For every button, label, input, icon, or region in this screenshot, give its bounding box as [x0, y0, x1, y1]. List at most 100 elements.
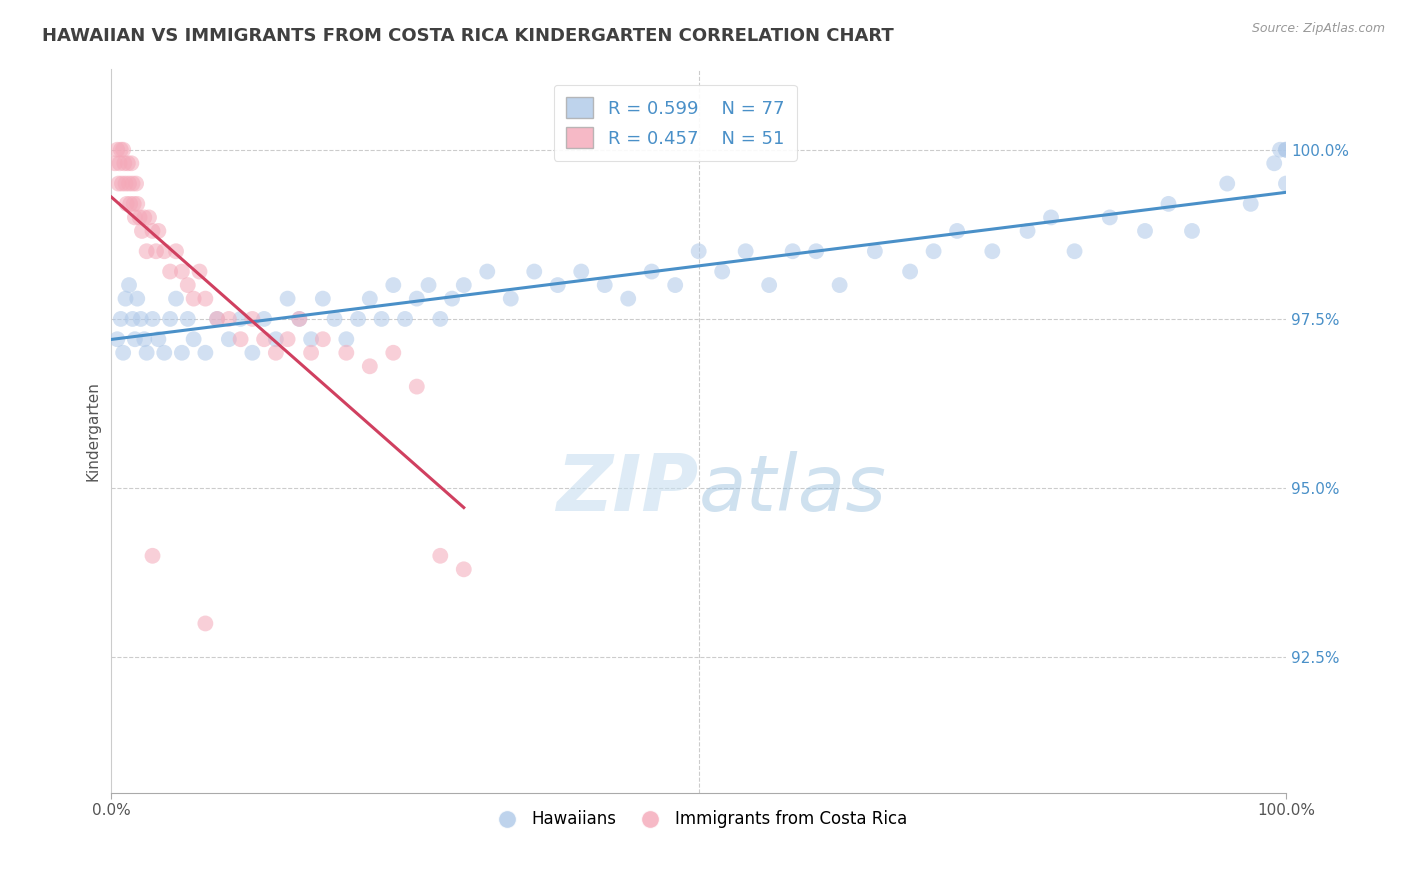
Point	[131, 224, 153, 238]
Point	[1133, 224, 1156, 238]
Point	[277, 292, 299, 306]
Point	[145, 244, 167, 259]
Point	[253, 332, 276, 346]
Point	[569, 264, 592, 278]
Point	[1017, 224, 1039, 238]
Point	[141, 224, 163, 238]
Point	[312, 332, 335, 346]
Text: Source: ZipAtlas.com: Source: ZipAtlas.com	[1251, 22, 1385, 36]
Point	[107, 177, 129, 191]
Point	[711, 264, 734, 278]
Point	[165, 244, 187, 259]
Point	[118, 278, 141, 293]
Point	[153, 345, 176, 359]
Point	[134, 211, 156, 225]
Point	[122, 197, 145, 211]
Point	[141, 549, 163, 563]
Point	[120, 197, 142, 211]
Point	[1063, 244, 1085, 259]
Point	[114, 292, 136, 306]
Point	[112, 143, 135, 157]
Point	[240, 345, 263, 359]
Point	[1263, 156, 1285, 170]
Point	[1040, 211, 1063, 225]
Point	[218, 312, 240, 326]
Point	[312, 292, 335, 306]
Point	[135, 345, 157, 359]
Point	[828, 278, 851, 293]
Point	[253, 312, 276, 326]
Point	[194, 292, 217, 306]
Text: ZIP: ZIP	[557, 450, 699, 526]
Text: HAWAIIAN VS IMMIGRANTS FROM COSTA RICA KINDERGARTEN CORRELATION CHART: HAWAIIAN VS IMMIGRANTS FROM COSTA RICA K…	[42, 27, 894, 45]
Point	[108, 156, 131, 170]
Point	[134, 332, 156, 346]
Point	[429, 312, 451, 326]
Point	[1275, 143, 1298, 157]
Point	[115, 197, 138, 211]
Point	[118, 177, 141, 191]
Point	[664, 278, 686, 293]
Point	[110, 143, 132, 157]
Point	[194, 616, 217, 631]
Point	[183, 292, 205, 306]
Point	[299, 345, 322, 359]
Point	[370, 312, 392, 326]
Point	[359, 359, 381, 374]
Point	[105, 332, 128, 346]
Legend: Hawaiians, Immigrants from Costa Rica: Hawaiians, Immigrants from Costa Rica	[484, 804, 914, 835]
Point	[264, 332, 287, 346]
Point	[125, 177, 148, 191]
Point	[863, 244, 886, 259]
Point	[405, 379, 427, 393]
Point	[782, 244, 804, 259]
Point	[138, 211, 160, 225]
Point	[148, 224, 170, 238]
Point	[1275, 177, 1298, 191]
Point	[121, 312, 143, 326]
Point	[418, 278, 440, 293]
Point	[183, 332, 205, 346]
Point	[170, 345, 193, 359]
Point	[347, 312, 370, 326]
Point	[382, 345, 405, 359]
Point	[299, 332, 322, 346]
Point	[288, 312, 311, 326]
Point	[394, 312, 416, 326]
Point	[165, 292, 187, 306]
Point	[127, 197, 149, 211]
Point	[1098, 211, 1121, 225]
Point	[335, 345, 357, 359]
Point	[170, 264, 193, 278]
Point	[128, 211, 150, 225]
Point	[112, 345, 135, 359]
Point	[734, 244, 756, 259]
Point	[453, 562, 475, 576]
Point	[120, 156, 142, 170]
Point	[148, 332, 170, 346]
Point	[229, 332, 252, 346]
Point	[593, 278, 616, 293]
Point	[124, 211, 146, 225]
Y-axis label: Kindergarten: Kindergarten	[86, 381, 100, 481]
Point	[359, 292, 381, 306]
Point	[277, 332, 299, 346]
Point	[1275, 143, 1298, 157]
Point	[111, 177, 134, 191]
Point	[104, 156, 127, 170]
Point	[288, 312, 311, 326]
Point	[218, 332, 240, 346]
Point	[159, 264, 181, 278]
Point	[499, 292, 522, 306]
Point	[477, 264, 499, 278]
Point	[127, 292, 149, 306]
Point	[129, 312, 152, 326]
Point	[117, 156, 139, 170]
Point	[898, 264, 921, 278]
Point	[429, 549, 451, 563]
Point	[453, 278, 475, 293]
Point	[758, 278, 780, 293]
Point	[335, 332, 357, 346]
Point	[205, 312, 228, 326]
Point	[177, 278, 200, 293]
